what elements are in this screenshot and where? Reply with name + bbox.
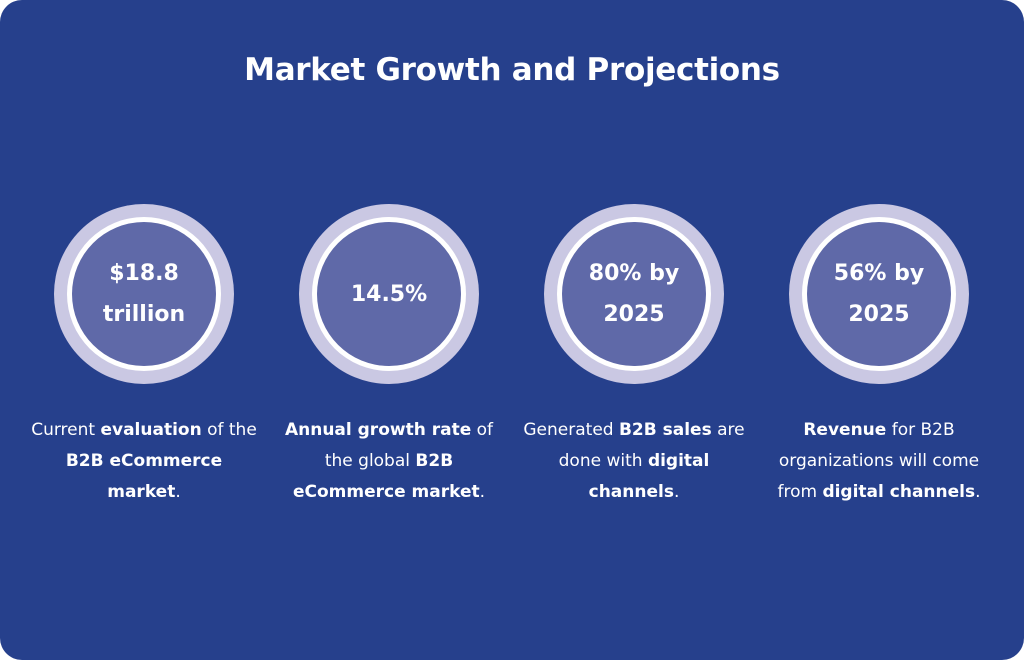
description-text: Current [31,420,101,440]
stat-ring: 14.5% [299,204,479,384]
stat-ring: $18.8 trillion [54,204,234,384]
stat-disc: 80% by 2025 [562,222,706,366]
description-text: Generated [523,420,619,440]
description-text: of the global [324,420,494,471]
description-emphasis: B2B eCommerce market [65,451,223,502]
stat-ring: 56% by 2025 [789,204,969,384]
description-emphasis: B2B eCommerce market [292,451,480,502]
stat-value: 14.5% [350,281,428,307]
description-emphasis: Annual growth rate [284,420,472,440]
description-emphasis: digital channels [822,482,976,502]
description-emphasis: Revenue [803,420,887,440]
description-text: for B2B organizations will come from [777,420,980,502]
description-text: . [975,482,981,502]
description-text: are done with [558,420,745,471]
stat-item-growth-rate: 14.5% Annual growth rate of the global B… [274,204,504,508]
stat-item-digital-sales: 80% by 2025 Generated B2B sales are done… [519,204,749,508]
description-emphasis: digital channels [588,451,710,502]
stat-item-digital-revenue: 56% by 2025 Revenue for B2B organization… [764,204,994,508]
stat-value: 80% by 2025 [588,261,680,327]
description-text: . [479,482,486,502]
stat-description: Revenue for B2B organizations will come … [764,415,994,508]
description-text: . [175,482,181,502]
description-text: of the [201,420,257,440]
description-text: . [673,482,680,502]
stat-item-market-valuation: $18.8 trillion Current evaluation of the… [29,204,259,508]
stat-description: Generated B2B sales are done with digita… [519,415,749,508]
description-emphasis: evaluation [100,420,202,440]
stat-disc: $18.8 trillion [72,222,216,366]
stat-description: Annual growth rate of the global B2B eCo… [274,415,504,508]
stat-description: Current evaluation of the B2B eCommerce … [29,415,259,508]
page-title: Market Growth and Projections [244,52,780,88]
stat-value: $18.8 trillion [102,261,186,327]
stat-disc: 14.5% [317,222,461,366]
stat-ring: 80% by 2025 [544,204,724,384]
stat-disc: 56% by 2025 [807,222,951,366]
description-emphasis: B2B sales [618,420,712,440]
stat-value: 56% by 2025 [833,261,925,327]
